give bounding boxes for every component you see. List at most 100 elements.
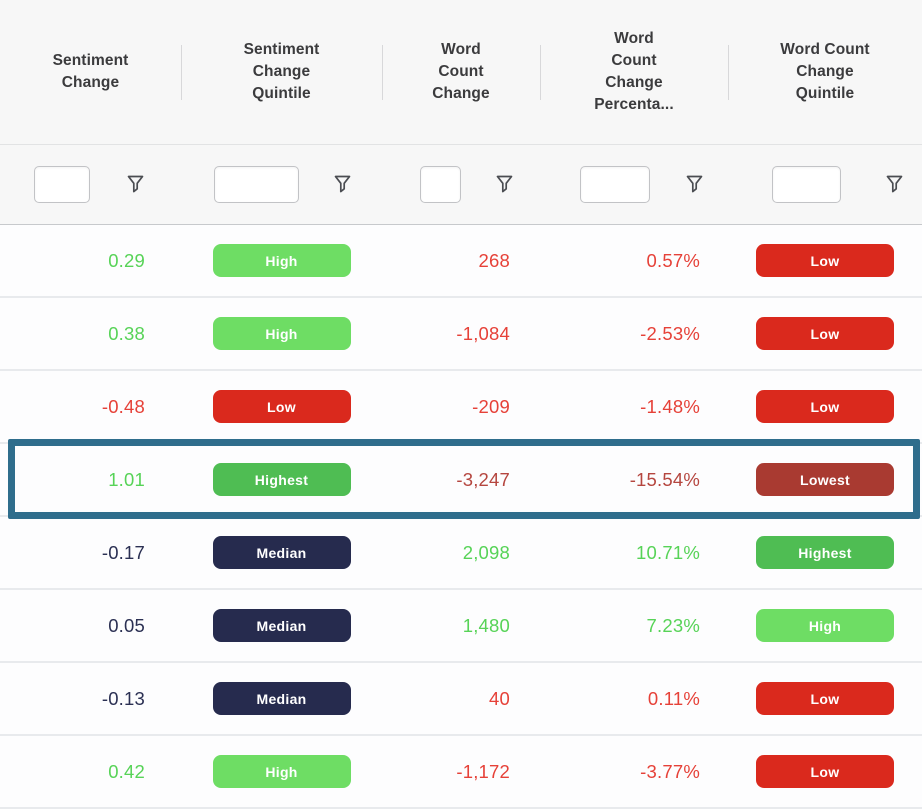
quintile-badge-high: High (212, 317, 351, 350)
cell-word-count-change-quintile: High (728, 590, 922, 661)
cell-sentiment-change-quintile: Median (181, 590, 382, 661)
table-row[interactable]: 0.38 High -1,084 -2.53% Low (0, 298, 922, 371)
cell-word-count-change: -1,084 (382, 298, 540, 369)
cell-value: -209 (472, 395, 510, 417)
filter-input-word-count-change[interactable] (420, 166, 461, 203)
funnel-icon[interactable] (494, 174, 514, 196)
table-row[interactable]: -0.13 Median 40 0.11% Low (0, 663, 922, 736)
cell-value: 0.05 (108, 614, 145, 636)
table-row[interactable]: -0.17 Median 2,098 10.71% Highest (0, 517, 922, 590)
cell-sentiment-change-quintile: Median (181, 663, 382, 734)
quintile-badge-high: High (756, 609, 894, 642)
quintile-badge-lowest: Lowest (756, 463, 894, 496)
cell-value: -0.17 (101, 541, 145, 563)
column-header-sentiment-change-quintile[interactable]: Sentiment Change Quintile (181, 0, 382, 144)
cell-word-count-change-quintile: Lowest (728, 444, 922, 515)
quintile-badge-median: Median (212, 682, 351, 715)
cell-word-count-change: 1,480 (382, 590, 540, 661)
cell-value: -1.48% (640, 395, 700, 417)
cell-value: 7.23% (646, 614, 700, 636)
table-body: 0.29 High 268 0.57% Low 0.38 High -1,084 -2.53% L… (0, 225, 922, 809)
cell-word-count-change-quintile: Low (728, 736, 922, 807)
cell-word-count-change: 2,098 (382, 517, 540, 588)
table-row[interactable]: 1.01 Highest -3,247 -15.54% Lowest (0, 439, 922, 519)
cell-word-count-change: 40 (382, 663, 540, 734)
cell-word-count-change: 268 (382, 225, 540, 296)
table-row[interactable]: 0.05 Median 1,480 7.23% High (0, 590, 922, 663)
table-row[interactable]: 0.42 High -1,172 -3.77% Low (0, 736, 922, 809)
cell-sentiment-change-quintile: Low (181, 371, 382, 442)
table-row[interactable]: -0.48 Low -209 -1.48% Low (0, 371, 922, 444)
cell-word-count-change-percent: 7.23% (540, 590, 728, 661)
filter-cell-sentiment-change-quintile (181, 145, 382, 224)
cell-sentiment-change-quintile: High (181, 298, 382, 369)
quintile-badge-high: High (212, 755, 351, 788)
filter-input-sentiment-change[interactable] (34, 166, 90, 203)
cell-word-count-change: -209 (382, 371, 540, 442)
cell-sentiment-change: 0.38 (0, 298, 181, 369)
cell-value: 1,480 (462, 614, 510, 636)
cell-value: -15.54% (629, 468, 700, 490)
filter-cell-sentiment-change (0, 145, 181, 224)
funnel-icon[interactable] (125, 174, 145, 196)
quintile-badge-highest: Highest (756, 536, 894, 569)
quintile-badge-low: Low (756, 317, 894, 350)
cell-value: 0.57% (646, 249, 700, 271)
quintile-badge-low: Low (756, 755, 894, 788)
cell-value: -1,172 (456, 760, 510, 782)
column-header-word-count-change-quintile[interactable]: Word Count Change Quintile (728, 0, 922, 144)
cell-sentiment-change: 1.01 (0, 444, 181, 515)
filter-cell-word-count-change-quintile (728, 145, 922, 224)
cell-value: 268 (478, 249, 510, 271)
cell-word-count-change-quintile: Low (728, 663, 922, 734)
cell-value: -3,247 (456, 468, 510, 490)
cell-word-count-change-percent: 10.71% (540, 517, 728, 588)
cell-sentiment-change-quintile: Highest (181, 444, 382, 515)
filter-row (0, 145, 922, 225)
funnel-icon[interactable] (684, 174, 704, 196)
cell-word-count-change-quintile: Low (728, 225, 922, 296)
cell-sentiment-change-quintile: High (181, 225, 382, 296)
funnel-icon[interactable] (884, 174, 904, 196)
cell-sentiment-change: 0.42 (0, 736, 181, 807)
quintile-badge-low: Low (212, 390, 351, 423)
cell-value: -3.77% (640, 760, 700, 782)
cell-value: -2.53% (640, 322, 700, 344)
cell-word-count-change-percent: 0.57% (540, 225, 728, 296)
cell-value: 0.42 (108, 760, 145, 782)
cell-value: 0.11% (647, 687, 700, 709)
cell-value: -0.48 (101, 395, 145, 417)
column-header-label: Word Count Change (432, 41, 490, 102)
cell-word-count-change-percent: -2.53% (540, 298, 728, 369)
column-header-word-count-change-percent[interactable]: Word Count Change Percenta... (540, 0, 728, 144)
cell-value: -0.13 (101, 687, 145, 709)
cell-sentiment-change-quintile: Median (181, 517, 382, 588)
cell-sentiment-change: -0.17 (0, 517, 181, 588)
filter-cell-word-count-change-percent (540, 145, 728, 224)
filter-input-sentiment-change-quintile[interactable] (214, 166, 299, 203)
funnel-icon[interactable] (332, 174, 352, 196)
filter-input-word-count-change-quintile[interactable] (772, 166, 841, 203)
cell-word-count-change-quintile: Low (728, 298, 922, 369)
cell-sentiment-change: 0.29 (0, 225, 181, 296)
cell-sentiment-change-quintile: High (181, 736, 382, 807)
quintile-badge-low: Low (756, 244, 894, 277)
column-header-label: Sentiment Change (52, 52, 129, 91)
column-header-word-count-change[interactable]: Word Count Change (382, 0, 540, 144)
cell-value: 2,098 (462, 541, 510, 563)
table-row[interactable]: 0.29 High 268 0.57% Low (0, 225, 922, 298)
column-header-label: Sentiment Change Quintile (243, 41, 320, 102)
cell-word-count-change-percent: 0.11% (540, 663, 728, 734)
table-header: Sentiment Change Sentiment Change Quintil… (0, 0, 922, 145)
column-header-sentiment-change[interactable]: Sentiment Change (0, 0, 181, 144)
column-header-label: Word Count Change Percenta... (594, 30, 674, 113)
cell-word-count-change: -3,247 (382, 444, 540, 515)
cell-sentiment-change: -0.48 (0, 371, 181, 442)
cell-sentiment-change: 0.05 (0, 590, 181, 661)
quintile-badge-median: Median (212, 536, 351, 569)
filter-input-word-count-change-percent[interactable] (580, 166, 650, 203)
cell-word-count-change-quintile: Highest (728, 517, 922, 588)
cell-value: 1.01 (108, 468, 145, 490)
cell-sentiment-change: -0.13 (0, 663, 181, 734)
